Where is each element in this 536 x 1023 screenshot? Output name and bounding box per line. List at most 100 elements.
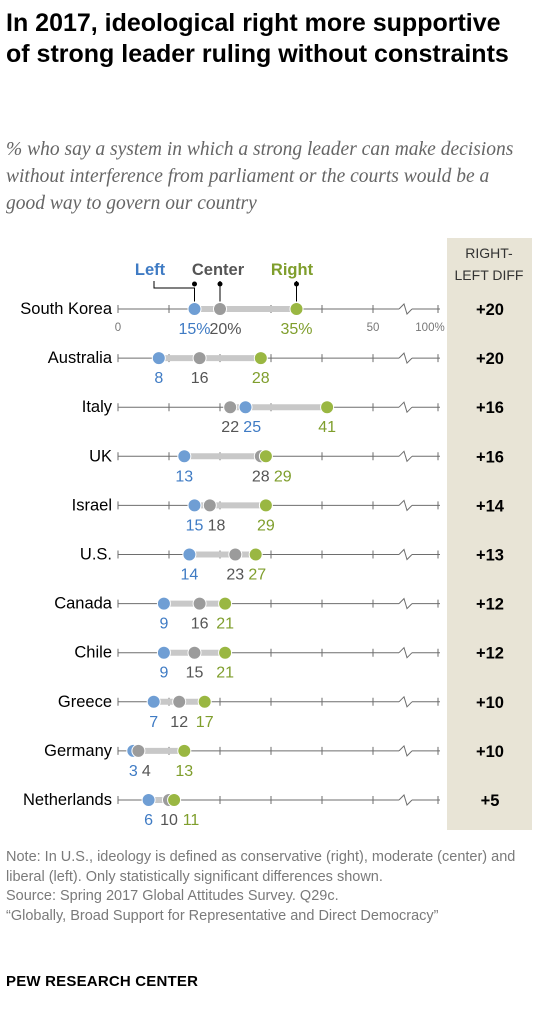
center-value-label: 15 (186, 665, 204, 682)
left-value-label: 7 (149, 714, 158, 731)
diff-value: +14 (476, 497, 505, 515)
chart-title: In 2017, ideological right more supporti… (6, 9, 509, 68)
center-value-label: 18 (208, 517, 226, 534)
right-value-label: 11 (183, 812, 200, 829)
center-dot (213, 302, 227, 316)
left-dot (156, 596, 171, 611)
right-value-label: 29 (257, 517, 275, 534)
axis-break-mark (398, 401, 413, 414)
diff-value: +5 (481, 792, 500, 810)
country-label: Canada (54, 595, 113, 613)
center-dot (187, 645, 202, 660)
center-value-label: 22 (221, 419, 239, 436)
axis-tick-label: 100% (415, 322, 444, 334)
diff-value: +13 (476, 547, 504, 565)
country-label: Netherlands (23, 791, 112, 809)
right-dot (320, 400, 335, 415)
right-value-label: 41 (318, 419, 336, 436)
axis-tick-label: 0 (115, 322, 121, 334)
diff-panel (447, 238, 532, 830)
legend-pointer-dot (192, 281, 197, 287)
center-value-label: 16 (191, 370, 209, 387)
left-legend-label: Left (135, 261, 166, 279)
source-text: Source: Spring 2017 Global Attitudes Sur… (6, 888, 339, 904)
country-label: Greece (58, 693, 112, 711)
diff-value: +16 (476, 448, 504, 466)
left-value-label: 8 (154, 370, 163, 387)
dot-plot: RIGHT- LEFT DIFF South Korea 15%20% 35% +20 Au… (20, 238, 532, 830)
right-value-label: 17 (196, 714, 214, 731)
right-dot (218, 596, 233, 611)
left-value-label: 25 (243, 419, 261, 436)
right-dot (218, 645, 233, 660)
right-dot (289, 302, 304, 316)
left-dot (151, 351, 166, 366)
center-dot (202, 498, 217, 513)
left-value-label: 9 (159, 616, 168, 633)
left-dot (187, 302, 202, 316)
right-value-label: 21 (216, 616, 234, 633)
country-label: Chile (74, 644, 112, 662)
center-dot (192, 351, 207, 366)
country-label: UK (89, 447, 112, 465)
country-label: Germany (44, 742, 113, 760)
right-value-label: 27 (248, 567, 266, 584)
note-text: Note: In U.S., ideology is defined as co… (6, 849, 516, 885)
left-value-label: 14 (181, 567, 199, 584)
right-value-label: 28 (252, 370, 270, 387)
diff-value: +12 (476, 645, 504, 663)
diff-header-line1: RIGHT- (465, 245, 513, 261)
right-dot (177, 743, 192, 758)
right-dot (258, 498, 273, 513)
axis-break-mark (398, 499, 413, 512)
axis-break-mark (398, 303, 413, 315)
country-label: South Korea (20, 300, 113, 318)
center-value-label: 28 (252, 468, 270, 485)
center-value-label: 12 (170, 714, 188, 731)
left-dot (146, 694, 161, 709)
legend-pointer-dot (217, 281, 223, 287)
center-legend-label: Center (192, 261, 245, 279)
center-dot (172, 694, 187, 709)
axis-break-mark (398, 794, 413, 806)
right-dot (197, 694, 212, 709)
axis-break-mark (398, 646, 413, 659)
legend-pointer-dot (294, 281, 299, 287)
chart-subtitle: % who say a system in which a strong lea… (6, 139, 514, 214)
axis-break-mark (398, 597, 413, 610)
axis-break-mark (398, 352, 413, 365)
report-title: “Globally, Broad Support for Representat… (6, 907, 439, 924)
left-value-label: 13 (175, 468, 193, 485)
axis-break-mark (398, 744, 413, 757)
center-value-label: 23 (226, 567, 244, 584)
diff-value: +20 (476, 350, 504, 368)
left-dot (187, 498, 202, 513)
diff-value: +20 (476, 301, 504, 319)
left-value-label: 15% (178, 321, 210, 338)
left-dot (182, 547, 197, 562)
left-value-label: 15 (186, 517, 204, 534)
right-value-label: 13 (175, 763, 193, 780)
legend-pointer (153, 281, 195, 302)
axis-break-mark (398, 450, 413, 463)
country-label: U.S. (80, 546, 112, 564)
left-dot (141, 793, 156, 807)
right-dot (258, 449, 273, 464)
right-value-label: 35% (280, 321, 312, 338)
right-dot (248, 547, 263, 562)
country-label: Australia (48, 349, 113, 367)
right-dot (253, 351, 268, 366)
left-dot (238, 400, 253, 415)
diff-header-line2: LEFT DIFF (455, 267, 524, 283)
center-value-label: 10 (160, 812, 178, 829)
axis-tick-label: 50 (367, 322, 380, 334)
diff-value: +10 (476, 743, 504, 761)
left-value-label: 6 (144, 812, 153, 829)
right-legend-label: Right (271, 261, 314, 279)
diff-value: +16 (476, 399, 504, 417)
center-dot (131, 743, 146, 758)
pew-logo-text: PEW RESEARCH CENTER (6, 973, 199, 990)
center-value-label: 20% (209, 321, 241, 338)
notes: Note: In U.S., ideology is defined as co… (6, 848, 531, 926)
axis-break-mark (398, 695, 413, 708)
